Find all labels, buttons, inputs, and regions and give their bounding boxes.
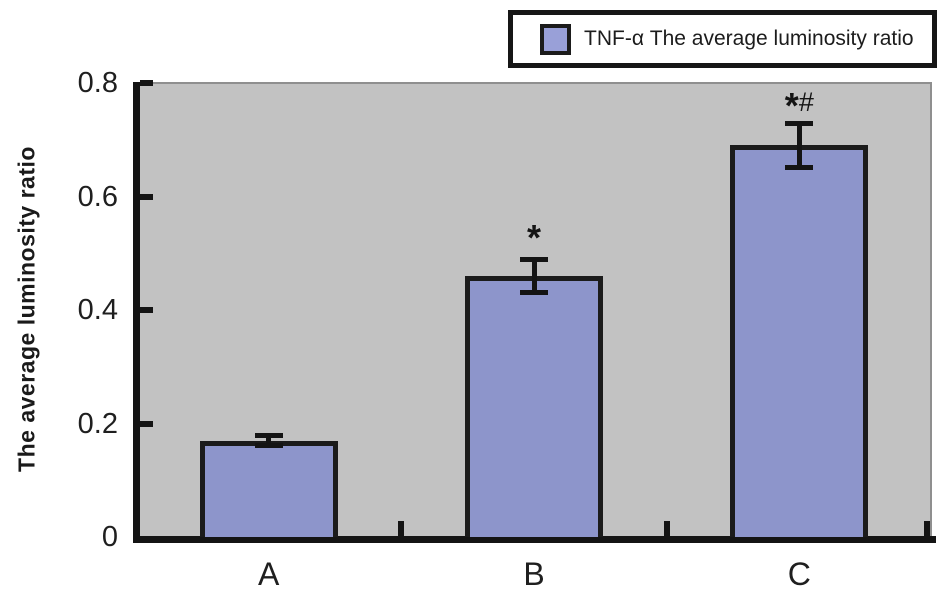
y-axis-tick xyxy=(140,307,153,313)
x-axis-tick xyxy=(924,521,930,537)
bar xyxy=(465,275,603,537)
x-axis-tick xyxy=(398,521,405,537)
x-axis-line xyxy=(133,536,936,543)
error-bar-cap xyxy=(254,443,283,449)
legend-box: TNF-α The average luminosity ratio xyxy=(508,10,937,68)
error-bar-cap xyxy=(785,165,814,171)
y-axis-tick xyxy=(140,420,153,427)
y-tick-label: 0.4 xyxy=(77,294,118,326)
x-tick-label: C xyxy=(787,556,811,592)
legend-label: TNF-α The average luminosity ratio xyxy=(584,27,914,50)
x-tick-label: B xyxy=(523,556,545,592)
y-axis-tick xyxy=(140,80,153,86)
x-tick-label: A xyxy=(257,556,280,592)
legend-swatch-icon xyxy=(540,23,571,55)
bar xyxy=(730,145,869,537)
error-bar xyxy=(266,434,272,447)
y-tick-label: 0.8 xyxy=(77,67,118,99)
bar xyxy=(199,440,338,537)
error-bar-cap xyxy=(520,256,548,262)
error-bar-cap xyxy=(520,289,548,295)
x-axis-tick xyxy=(663,521,670,537)
y-axis-tick xyxy=(140,193,153,200)
error-bar xyxy=(531,258,537,293)
error-bar-cap xyxy=(254,432,283,438)
y-tick-label: 0.6 xyxy=(77,180,118,213)
y-tick-label: 0 xyxy=(101,521,118,553)
significance-annotation: * xyxy=(526,216,541,258)
error-bar xyxy=(796,122,802,169)
error-bar-cap xyxy=(785,120,814,126)
y-axis-line xyxy=(133,82,140,543)
y-tick-label: 0.2 xyxy=(77,407,118,440)
significance-annotation: *# xyxy=(784,84,814,126)
